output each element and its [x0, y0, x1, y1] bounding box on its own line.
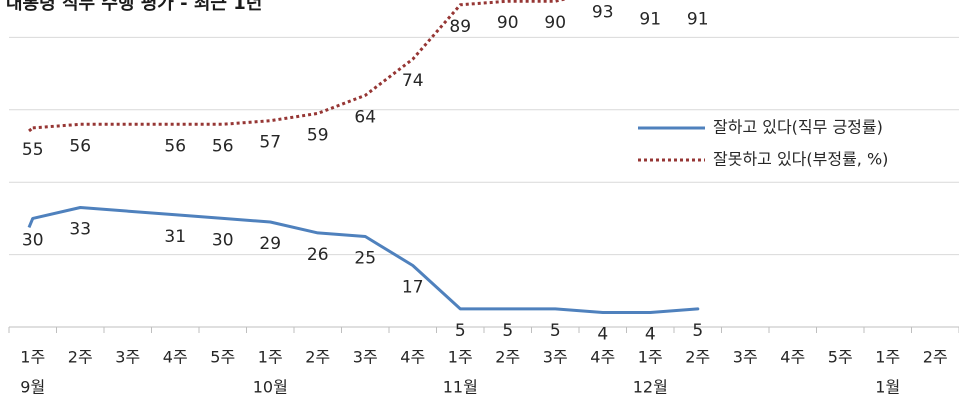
x-tick-label: 2주	[923, 348, 948, 367]
data-label: 30	[212, 230, 234, 250]
data-label: 59	[307, 125, 329, 145]
data-label: 26	[307, 245, 329, 265]
x-tick-label: 4주	[400, 348, 425, 367]
data-label: 5	[502, 321, 513, 341]
data-label: 30	[22, 230, 44, 250]
x-tick-label: 5주	[828, 348, 853, 367]
data-label: 31	[164, 227, 186, 247]
data-label: 91	[639, 10, 661, 30]
data-label: 4	[597, 325, 608, 345]
x-tick-label: 3주	[733, 348, 758, 367]
data-label: 64	[354, 107, 376, 127]
x-tick-label: 1주	[638, 348, 663, 367]
x-tick-label: 2주	[68, 348, 93, 367]
data-label: 57	[259, 133, 281, 153]
x-tick-label: 1주	[448, 348, 473, 367]
data-label: 5	[455, 321, 466, 341]
month-label: 9월	[20, 378, 45, 397]
series-lead-segment	[27, 217, 35, 228]
legend: 잘하고 있다(직무 긍정률) 잘못하고 있다(부정률, %)	[638, 118, 888, 169]
x-axis: 1주 2주 3주 4주 5주 1주 2주 3주 4주 1주 2주 3주 4주 1주 2주 3주 4주 5주 1주 2주…	[8, 326, 959, 397]
data-label: 25	[354, 249, 376, 269]
chart-title: 대통령 직무 수행 평가 - 최근 1년	[6, 0, 262, 14]
data-label: 17	[402, 277, 424, 297]
data-label: 55	[22, 140, 44, 160]
data-label: 74	[402, 71, 424, 91]
x-tick-label: 2주	[495, 348, 520, 367]
month-label: 11월	[443, 378, 478, 397]
month-label: 1월	[875, 378, 900, 397]
legend-label: 잘못하고 있다(부정률, %)	[713, 150, 888, 169]
data-label: 90	[544, 13, 566, 33]
data-label: 56	[212, 136, 234, 156]
negative-rate-line	[32, 0, 568, 130]
x-tick-label: 5주	[210, 348, 235, 367]
x-tick-label: 2주	[685, 348, 710, 367]
positive-rate-line	[31, 206, 700, 314]
legend-label: 잘하고 있다(직무 긍정률)	[713, 118, 883, 137]
data-label: 56	[164, 136, 186, 156]
x-tick-label: 2주	[305, 348, 330, 367]
x-tick-label: 1주	[258, 348, 283, 367]
data-label: 4	[645, 325, 656, 345]
month-label: 12월	[633, 378, 668, 397]
data-label: 29	[259, 234, 281, 254]
data-label: 89	[449, 17, 471, 37]
x-tick-label: 4주	[590, 348, 615, 367]
data-label: 93	[592, 2, 614, 22]
x-tick-label: 3주	[115, 348, 140, 367]
x-tick-label: 3주	[353, 348, 378, 367]
x-tick-label: 4주	[780, 348, 805, 367]
month-label: 10월	[253, 378, 288, 397]
data-label: 90	[497, 13, 519, 33]
x-tick-label: 4주	[163, 348, 188, 367]
data-label: 5	[550, 321, 561, 341]
x-tick-label: 3주	[543, 348, 568, 367]
data-label: 5	[692, 321, 703, 341]
series-lines	[27, 0, 700, 314]
series-lead-segment	[28, 126, 34, 133]
data-label: 56	[69, 136, 91, 156]
data-label: 33	[69, 220, 91, 240]
x-tick-label: 1주	[875, 348, 900, 367]
data-label: 91	[687, 10, 709, 30]
x-tick-label: 1주	[20, 348, 45, 367]
gridlines	[9, 36, 959, 256]
